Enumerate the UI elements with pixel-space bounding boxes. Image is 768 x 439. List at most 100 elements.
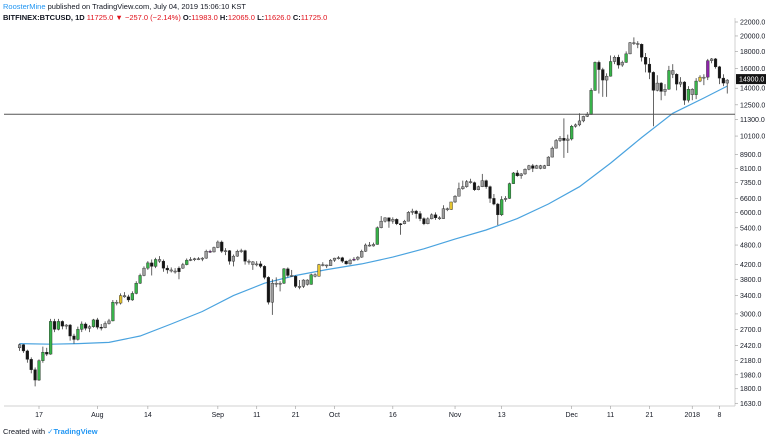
candle-body <box>507 183 512 199</box>
candle-body <box>262 266 267 278</box>
candle-body <box>239 250 243 252</box>
price-axis[interactable]: 22000.0 20000.0 18000.0 16000.0 14000.0 12500… <box>735 20 766 408</box>
candle-body <box>107 320 111 324</box>
candle-body <box>364 244 368 252</box>
time-axis[interactable]: 17 Aug 14 Sep 11 21 Oct 16 Nov 13 Dec 11 21 2018 8 <box>35 406 721 419</box>
close-label: C: <box>292 13 301 22</box>
x-tick-label: 8 <box>717 412 721 419</box>
down-triangle-icon: ▼ <box>115 13 123 22</box>
chart-frame <box>4 18 736 407</box>
candle-body <box>519 173 523 177</box>
candle-body <box>659 82 663 92</box>
candle-body <box>441 208 445 219</box>
y-tick-label: 1800.0 <box>740 386 762 393</box>
x-tick-label: 11 <box>607 412 614 419</box>
candle-body <box>667 70 671 90</box>
candle-body <box>577 120 582 126</box>
candle-body <box>671 70 675 75</box>
candle-body <box>290 275 294 277</box>
tradingview-logo-icon: ✓ <box>47 427 54 436</box>
candle-body <box>278 282 282 285</box>
candle-body <box>632 42 636 44</box>
candle-body <box>243 250 247 262</box>
candle-body <box>165 267 169 271</box>
candle-body <box>60 321 64 327</box>
candle-body <box>628 42 632 55</box>
candle-body <box>305 279 309 285</box>
candle-body <box>344 260 348 265</box>
candle-body <box>500 199 504 216</box>
candle-body <box>21 344 26 352</box>
x-tick-label: 11 <box>253 412 260 419</box>
candle-body <box>266 277 270 303</box>
candle-body <box>593 62 597 91</box>
open-value: 11983.0 <box>191 13 218 22</box>
candle-body <box>597 62 601 70</box>
candle-body <box>395 219 399 224</box>
x-tick-label: 21 <box>292 412 300 419</box>
candle-body <box>624 53 628 63</box>
close-value: 11725.0 <box>300 13 328 22</box>
x-tick-label: 13 <box>498 412 506 419</box>
tradingview-brand[interactable]: TradingView <box>53 427 98 436</box>
candle-body <box>150 262 154 267</box>
candle-body <box>356 256 360 260</box>
candle-body <box>294 276 298 287</box>
candle-body <box>111 301 115 322</box>
candle-body <box>542 165 547 169</box>
candle-body <box>375 227 379 245</box>
candle-body <box>616 57 620 66</box>
candle-body <box>122 295 127 298</box>
candle-body <box>68 324 72 337</box>
candle-body <box>95 319 99 328</box>
candle-body <box>130 293 134 301</box>
candle-body <box>620 62 624 66</box>
x-tick-label: Dec <box>565 412 578 419</box>
candle-body <box>663 89 667 92</box>
candle-body <box>181 264 185 269</box>
y-tick-label: 6600.0 <box>740 196 762 203</box>
published-text: published on TradingView.com, July 04, 2… <box>47 2 246 11</box>
candle-body <box>461 186 465 189</box>
candle-body <box>41 351 45 361</box>
candle-body <box>706 60 710 78</box>
candle-body <box>570 126 574 140</box>
candle-body <box>142 267 146 276</box>
candle-body <box>449 201 453 210</box>
y-tick-label: 1980.0 <box>740 372 762 379</box>
candle-body <box>37 360 41 381</box>
candle-body <box>212 247 216 253</box>
candle-body <box>340 257 344 262</box>
y-tick-label: 4800.0 <box>740 243 762 250</box>
y-tick-label: 10100.0 <box>740 134 765 141</box>
author-link[interactable]: RoosterMine <box>3 2 46 11</box>
x-tick-label: 21 <box>646 412 654 419</box>
candle-body <box>484 180 488 187</box>
candle-body <box>91 319 95 327</box>
candle-body <box>383 217 387 222</box>
candle-body <box>457 188 461 197</box>
x-tick-label: Nov <box>449 412 462 419</box>
candle-body <box>231 255 235 262</box>
candle-body <box>192 258 197 260</box>
candle-body <box>504 198 508 200</box>
candle-body <box>453 195 457 203</box>
candle-body <box>297 286 302 288</box>
moving-average <box>19 85 728 345</box>
candle-body <box>119 295 123 304</box>
candle-body <box>352 258 356 261</box>
candle-body <box>605 75 609 81</box>
candle-body <box>134 282 138 294</box>
publish-header: RoosterMine published on TradingView.com… <box>3 1 246 12</box>
candle-body <box>204 251 208 259</box>
candle-body <box>321 264 325 266</box>
open-label: O: <box>182 13 192 22</box>
candle-body <box>309 274 313 285</box>
last-price-badge <box>736 74 766 85</box>
candle-body <box>154 259 158 267</box>
candle-body <box>472 182 477 190</box>
x-tick-label: 17 <box>35 412 43 419</box>
candle-body <box>655 82 659 91</box>
candle-body <box>539 165 543 169</box>
